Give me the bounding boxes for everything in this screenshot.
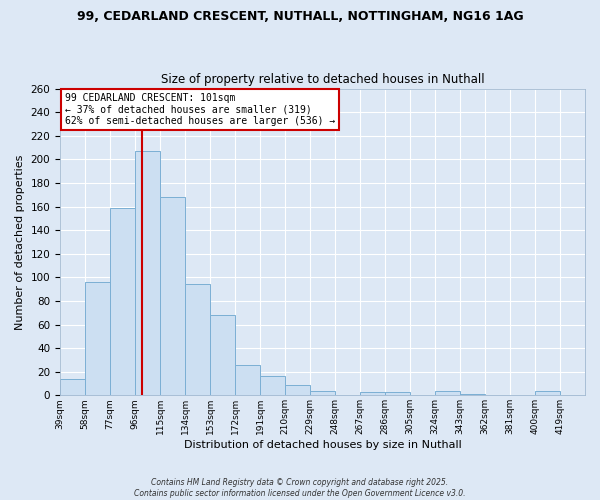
Bar <box>310 390 335 396</box>
Bar <box>185 284 210 396</box>
Text: Contains HM Land Registry data © Crown copyright and database right 2025.
Contai: Contains HM Land Registry data © Crown c… <box>134 478 466 498</box>
Bar <box>235 364 260 396</box>
X-axis label: Distribution of detached houses by size in Nuthall: Distribution of detached houses by size … <box>184 440 461 450</box>
Title: Size of property relative to detached houses in Nuthall: Size of property relative to detached ho… <box>161 73 484 86</box>
Bar <box>60 379 85 396</box>
Bar <box>110 208 135 396</box>
Bar <box>460 394 485 396</box>
Bar <box>360 392 385 396</box>
Bar <box>435 390 460 396</box>
Text: 99, CEDARLAND CRESCENT, NUTHALL, NOTTINGHAM, NG16 1AG: 99, CEDARLAND CRESCENT, NUTHALL, NOTTING… <box>77 10 523 23</box>
Bar <box>85 282 110 396</box>
Bar <box>385 392 410 396</box>
Bar <box>160 197 185 396</box>
Text: 99 CEDARLAND CRESCENT: 101sqm
← 37% of detached houses are smaller (319)
62% of : 99 CEDARLAND CRESCENT: 101sqm ← 37% of d… <box>65 93 335 126</box>
Bar <box>285 384 310 396</box>
Y-axis label: Number of detached properties: Number of detached properties <box>15 154 25 330</box>
Bar <box>535 390 560 396</box>
Bar <box>260 376 285 396</box>
Bar <box>210 315 235 396</box>
Bar <box>135 151 160 396</box>
